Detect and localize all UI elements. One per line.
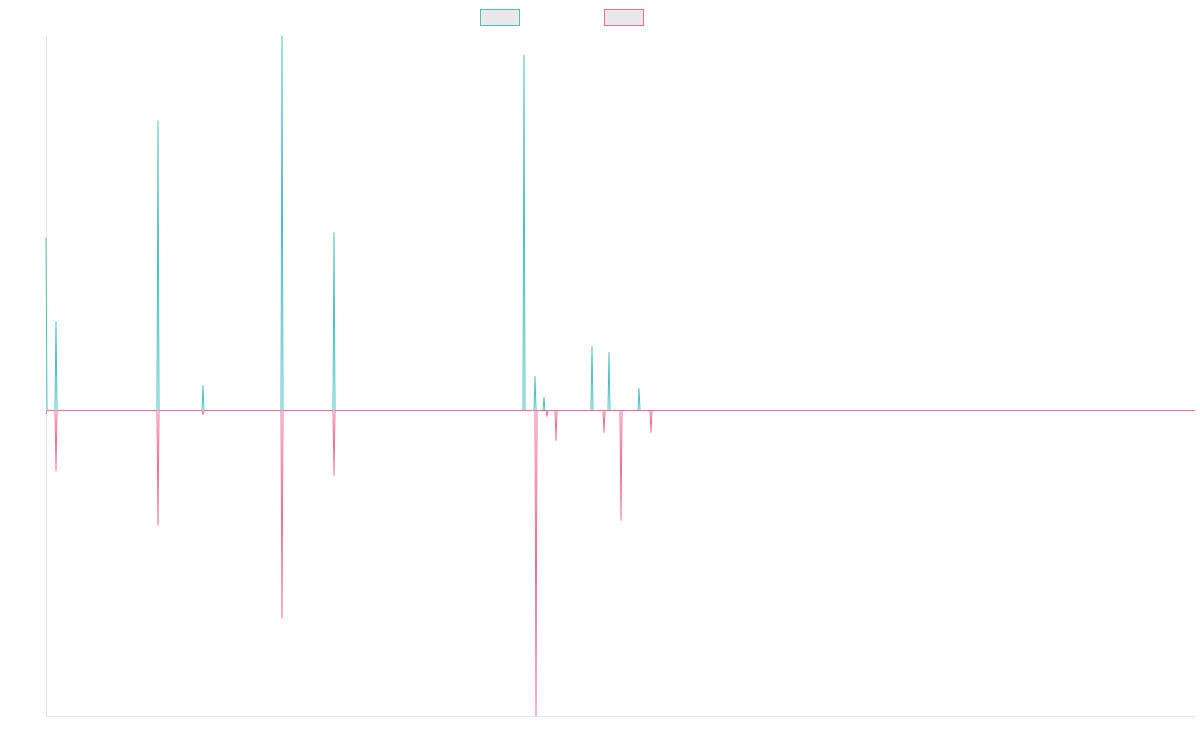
series-line-1 [45, 35, 1189, 411]
legend-swatch-series-1[interactable] [480, 9, 520, 26]
legend-swatch-series-2[interactable] [604, 9, 644, 26]
series-line-2 [45, 409, 1195, 717]
